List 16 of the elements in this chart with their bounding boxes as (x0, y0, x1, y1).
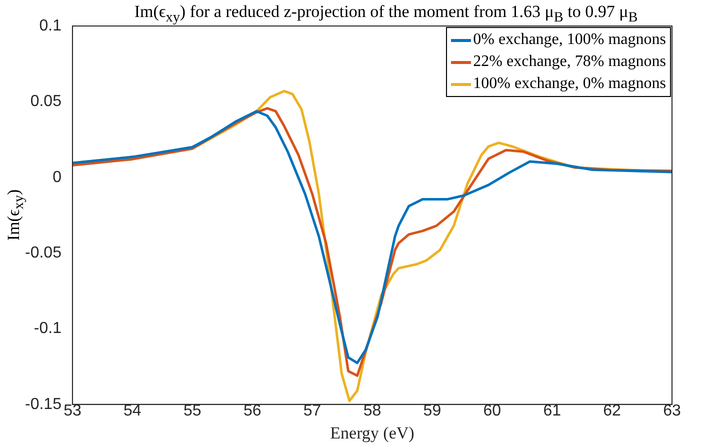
y-tick-label: 0 (52, 168, 62, 186)
x-tick-label: 53 (64, 402, 82, 420)
legend-label: 22% exchange, 78% magnons (473, 53, 666, 71)
x-tick-label: 60 (483, 402, 502, 420)
legend-label: 100% exchange, 0% magnons (473, 75, 666, 93)
x-tick-label: 63 (663, 402, 681, 420)
y-tick-label: -0.05 (25, 244, 62, 262)
x-axis-title: Energy (eV) (330, 423, 414, 442)
x-tick-label: 61 (543, 402, 562, 420)
y-tick-label: -0.15 (25, 396, 62, 413)
x-tick-label: 62 (603, 402, 622, 420)
y-tick-label: -0.1 (34, 320, 62, 338)
legend-label: 0% exchange, 100% magnons (473, 31, 666, 49)
y-tick-label: 0.05 (30, 93, 62, 110)
chart-title: Im(ϵ$_{xy}$) for a reduced z-projection of the moment from 1.63 μ$_{B}$ to 0.97 μ$_{B}$ (134, 2, 638, 26)
y-tick-label: 0.1 (39, 17, 62, 34)
